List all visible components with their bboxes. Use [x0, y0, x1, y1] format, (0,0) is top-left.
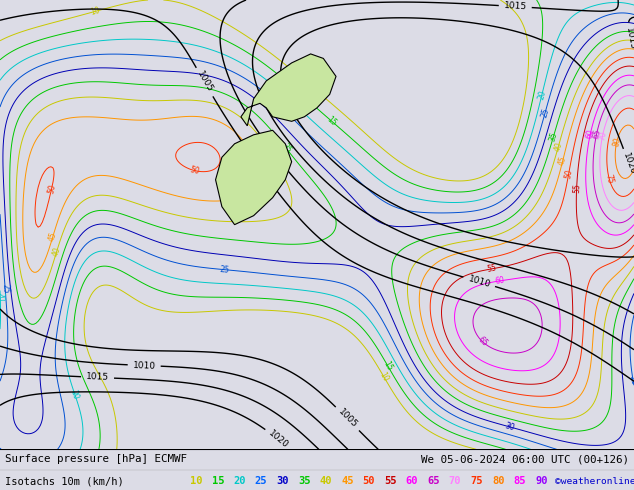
Text: 80: 80: [611, 136, 622, 147]
Text: 40: 40: [320, 476, 332, 486]
Text: 1020: 1020: [267, 429, 290, 450]
Text: 1015: 1015: [624, 26, 634, 51]
Text: 60: 60: [585, 128, 596, 139]
Text: 55: 55: [572, 183, 581, 194]
Text: 15: 15: [325, 114, 338, 127]
Polygon shape: [216, 130, 292, 224]
Text: 65: 65: [427, 476, 440, 486]
Text: 45: 45: [341, 476, 354, 486]
Text: 1015: 1015: [86, 372, 109, 382]
Polygon shape: [241, 54, 336, 126]
Text: 75: 75: [470, 476, 483, 486]
Text: 55: 55: [384, 476, 397, 486]
Text: Surface pressure [hPa] ECMWF: Surface pressure [hPa] ECMWF: [5, 455, 187, 465]
Text: ©weatheronline.co.uk: ©weatheronline.co.uk: [555, 477, 634, 486]
Text: 10: 10: [309, 84, 323, 97]
Text: 50: 50: [363, 476, 375, 486]
Text: 20: 20: [0, 292, 5, 301]
Text: 25: 25: [628, 374, 634, 386]
Text: Isotachs 10m (km/h): Isotachs 10m (km/h): [5, 476, 124, 486]
Text: 30: 30: [503, 421, 515, 432]
Text: 50: 50: [190, 165, 201, 176]
Text: 65: 65: [476, 335, 489, 348]
Text: 75: 75: [604, 173, 615, 185]
Text: 30: 30: [276, 476, 289, 486]
Text: 40: 40: [553, 141, 564, 152]
Text: 10: 10: [377, 370, 390, 383]
Text: 25: 25: [540, 107, 551, 119]
Text: 40: 40: [51, 245, 63, 257]
Text: 70: 70: [597, 129, 608, 141]
Text: 1010: 1010: [467, 274, 491, 290]
Text: 90: 90: [535, 476, 548, 486]
Text: 70: 70: [449, 476, 462, 486]
Text: 1005: 1005: [195, 70, 214, 95]
Text: 45: 45: [557, 155, 568, 167]
Text: 35: 35: [298, 476, 311, 486]
Text: 20: 20: [233, 476, 246, 486]
Text: 50: 50: [46, 183, 57, 194]
Text: 60: 60: [406, 476, 418, 486]
Text: 1015: 1015: [503, 1, 527, 12]
Text: 50: 50: [564, 169, 574, 179]
Text: 35: 35: [280, 142, 292, 155]
Text: 25: 25: [219, 265, 230, 274]
Text: 25: 25: [255, 476, 268, 486]
Text: 60: 60: [495, 275, 506, 286]
Text: 1005: 1005: [336, 407, 359, 430]
Text: We 05-06-2024 06:00 UTC (00+126): We 05-06-2024 06:00 UTC (00+126): [421, 455, 629, 465]
Text: 45: 45: [47, 231, 58, 243]
Text: 10: 10: [190, 476, 203, 486]
Text: 80: 80: [492, 476, 505, 486]
Text: 55: 55: [486, 264, 498, 274]
Text: 20: 20: [69, 389, 81, 400]
Text: 65: 65: [592, 128, 602, 139]
Text: 1010: 1010: [133, 361, 156, 370]
Text: 35: 35: [548, 131, 559, 143]
Text: 1020: 1020: [621, 152, 634, 176]
Text: 20: 20: [536, 89, 547, 101]
Text: 25: 25: [0, 283, 10, 294]
Text: 15: 15: [381, 359, 394, 372]
Text: 15: 15: [212, 476, 224, 486]
Text: 10: 10: [90, 6, 101, 17]
Text: 85: 85: [514, 476, 526, 486]
